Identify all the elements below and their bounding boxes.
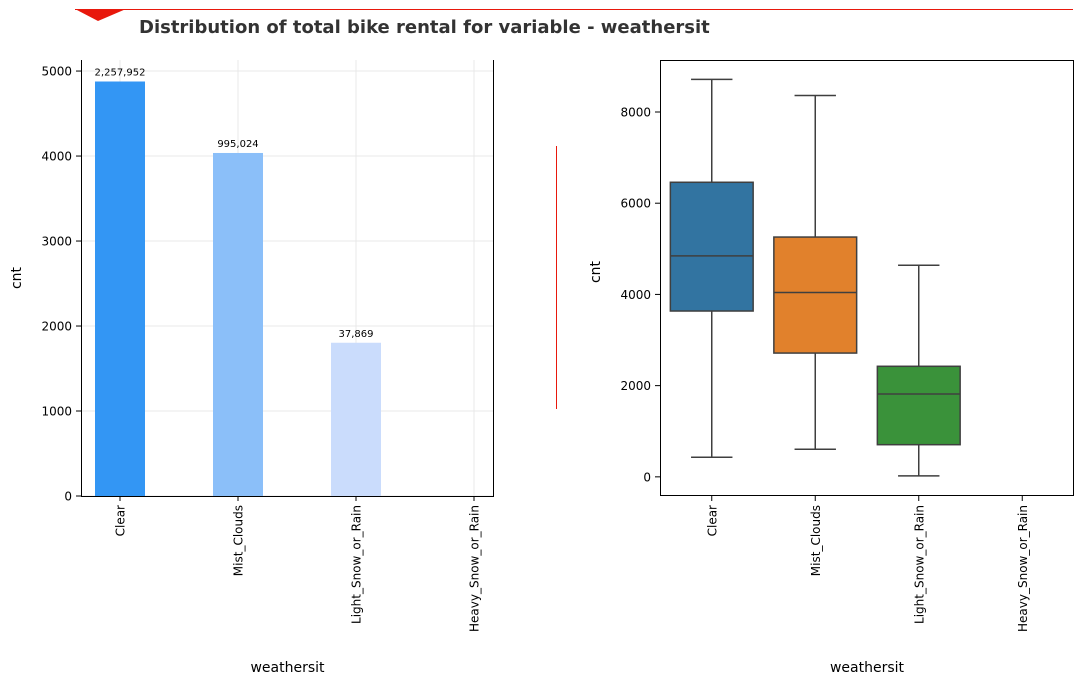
- box-x-axis-label: weathersit: [830, 660, 905, 676]
- box-x-tick-label: Light_Snow_or_Rain: [912, 505, 926, 624]
- box-y-tick-label: 6000: [620, 197, 651, 211]
- bar-x-axis-label: weathersit: [250, 660, 325, 676]
- box-chart: 0 2000 4000 6000 8000 Clear Mist_Clouds Light_S…: [588, 60, 1074, 676]
- bar-y-tick-label: 1000: [41, 405, 72, 419]
- bar-x-tick-label: Heavy_Snow_or_Rain: [468, 505, 482, 632]
- box-y-tick-label: 0: [643, 470, 651, 484]
- header-triangle-icon: [75, 9, 126, 21]
- bar-y-tick-label: 2000: [41, 320, 72, 334]
- box-x-tick-label: Heavy_Snow_or_Rain: [1016, 505, 1030, 632]
- bar-0: [95, 81, 145, 496]
- box-2: [876, 365, 961, 446]
- bar-data-label: 995,024: [217, 139, 258, 150]
- bar-x-tick-label: Clear: [114, 505, 128, 536]
- bar-1: [213, 152, 263, 496]
- bar-2: [331, 342, 381, 496]
- box-0: [669, 181, 754, 312]
- box-frame: [660, 60, 1074, 496]
- page-title: Distribution of total bike rental for va…: [139, 17, 710, 38]
- bar-data-label: 37,869: [339, 329, 374, 340]
- box-x-tick-label: Mist_Clouds: [809, 505, 823, 576]
- bar-x-tick-label: Light_Snow_or_Rain: [350, 505, 364, 624]
- box-y-tick-label: 2000: [620, 379, 651, 393]
- box-y-axis-label: cnt: [588, 260, 604, 283]
- bar-y-axis-label: cnt: [9, 266, 25, 289]
- box-x-tick-label: Clear: [705, 505, 719, 536]
- bar-x-tick-label: Mist_Clouds: [232, 505, 246, 576]
- bar-y-tick-label: 0: [64, 490, 72, 504]
- box-y-tick-label: 4000: [620, 288, 651, 302]
- bar-chart: 2,257,952 995,024 37,869 0 1000 2000 3000 4000 5…: [9, 60, 494, 676]
- bar-data-label: 2,257,952: [95, 68, 146, 79]
- bar-y-tick-label: 5000: [41, 65, 72, 79]
- bar-y-tick-label: 4000: [41, 150, 72, 164]
- box-y-tick-label: 8000: [620, 105, 651, 119]
- bar-y-tick-label: 3000: [41, 235, 72, 249]
- box-1: [773, 236, 858, 354]
